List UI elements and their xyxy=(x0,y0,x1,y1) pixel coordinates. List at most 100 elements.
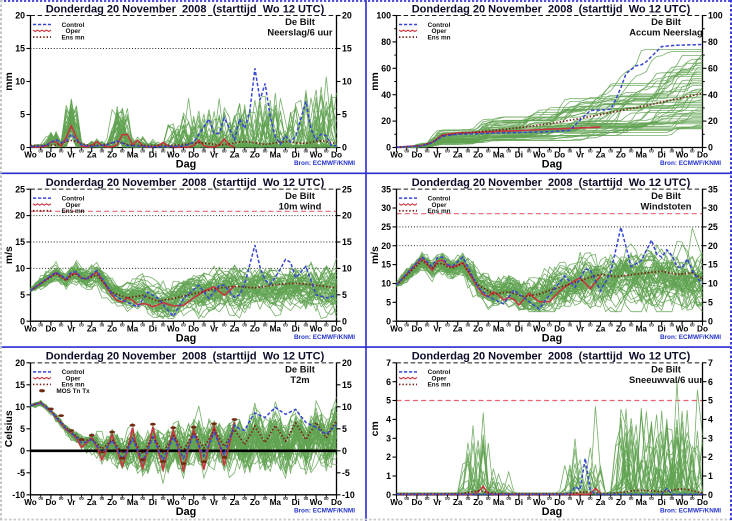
svg-text:Ma: Ma xyxy=(636,324,648,333)
svg-text:00: 00 xyxy=(100,496,105,501)
svg-text:00: 00 xyxy=(79,496,84,501)
svg-text:00: 00 xyxy=(690,322,695,327)
svg-text:15: 15 xyxy=(342,380,352,390)
svg-text:6: 6 xyxy=(708,377,713,387)
svg-text:De Bilt: De Bilt xyxy=(651,364,681,375)
svg-text:00: 00 xyxy=(404,322,409,327)
svg-text:m/s: m/s xyxy=(4,246,15,264)
svg-text:00: 00 xyxy=(263,496,268,501)
svg-text:25: 25 xyxy=(15,184,25,194)
svg-text:Di: Di xyxy=(515,324,523,333)
svg-text:00: 00 xyxy=(79,322,84,327)
svg-text:20: 20 xyxy=(342,11,352,21)
svg-text:Control: Control xyxy=(428,369,451,376)
svg-text:00: 00 xyxy=(283,322,288,327)
svg-text:00: 00 xyxy=(324,496,329,501)
svg-text:Zo: Zo xyxy=(473,324,483,333)
svg-text:00: 00 xyxy=(588,322,593,327)
svg-text:Do: Do xyxy=(188,324,199,333)
svg-text:00: 00 xyxy=(690,496,695,501)
svg-text:Do: Do xyxy=(554,498,565,507)
svg-text:00: 00 xyxy=(568,496,573,501)
svg-text:cm: cm xyxy=(370,421,381,436)
svg-text:0: 0 xyxy=(20,316,25,326)
svg-text:Za: Za xyxy=(87,324,97,333)
svg-text:Do: Do xyxy=(411,498,422,507)
svg-text:Vr: Vr xyxy=(210,324,219,333)
svg-text:Zo: Zo xyxy=(616,324,626,333)
svg-text:Wo: Wo xyxy=(310,498,323,507)
svg-text:15: 15 xyxy=(15,44,25,54)
svg-text:00: 00 xyxy=(202,496,207,501)
svg-text:Sneeuwval/6 uur: Sneeuwval/6 uur xyxy=(629,374,703,385)
svg-text:Za: Za xyxy=(596,498,606,507)
svg-text:Do: Do xyxy=(331,151,342,160)
svg-text:Wo: Wo xyxy=(167,324,180,333)
svg-text:4: 4 xyxy=(386,415,391,425)
svg-text:Vr: Vr xyxy=(67,498,76,507)
svg-text:m/s: m/s xyxy=(370,246,381,264)
svg-text:15: 15 xyxy=(708,260,718,270)
svg-text:10: 10 xyxy=(708,279,718,289)
svg-text:Bron: ECMWF/KNMI: Bron: ECMWF/KNMI xyxy=(294,334,355,341)
svg-text:0: 0 xyxy=(342,446,347,456)
svg-text:De Bilt: De Bilt xyxy=(285,16,315,27)
svg-text:20: 20 xyxy=(381,116,391,126)
svg-text:Wo: Wo xyxy=(390,324,403,333)
svg-text:00: 00 xyxy=(445,149,450,154)
svg-text:Vr: Vr xyxy=(210,498,219,507)
svg-text:Zo: Zo xyxy=(616,498,626,507)
svg-text:25: 25 xyxy=(381,222,391,232)
svg-text:Ma: Ma xyxy=(127,324,139,333)
svg-text:00: 00 xyxy=(181,496,186,501)
svg-text:00: 00 xyxy=(263,322,268,327)
svg-text:Do: Do xyxy=(331,324,342,333)
svg-text:00: 00 xyxy=(38,149,43,154)
svg-text:Di: Di xyxy=(658,151,666,160)
svg-text:Ens mn: Ens mn xyxy=(427,34,450,41)
svg-text:Za: Za xyxy=(230,324,240,333)
svg-text:15: 15 xyxy=(15,380,25,390)
svg-text:-10: -10 xyxy=(12,490,25,500)
svg-text:20: 20 xyxy=(15,11,25,21)
svg-text:60: 60 xyxy=(708,63,718,73)
svg-text:Za: Za xyxy=(230,498,240,507)
svg-text:00: 00 xyxy=(140,149,145,154)
svg-text:00: 00 xyxy=(181,149,186,154)
svg-text:00: 00 xyxy=(404,496,409,501)
svg-text:Donderdag 20 November 2008 (: Donderdag 20 November 2008 (starttijd Wo… xyxy=(46,351,325,363)
svg-text:Do: Do xyxy=(45,151,56,160)
svg-text:2: 2 xyxy=(386,452,391,462)
svg-text:10: 10 xyxy=(342,264,352,274)
svg-text:10: 10 xyxy=(381,279,391,289)
svg-text:5: 5 xyxy=(20,110,25,120)
svg-text:00: 00 xyxy=(588,149,593,154)
svg-text:Dag: Dag xyxy=(542,506,562,518)
svg-text:00: 00 xyxy=(547,322,552,327)
svg-text:Vr: Vr xyxy=(433,498,442,507)
svg-text:Ma: Ma xyxy=(127,151,139,160)
svg-text:15: 15 xyxy=(342,44,352,54)
svg-text:Di: Di xyxy=(292,324,300,333)
svg-text:5: 5 xyxy=(386,297,391,307)
svg-text:Vr: Vr xyxy=(576,498,585,507)
svg-text:mm: mm xyxy=(370,72,381,90)
svg-text:00: 00 xyxy=(161,322,166,327)
svg-text:00: 00 xyxy=(161,149,166,154)
svg-text:20: 20 xyxy=(342,211,352,221)
svg-text:Control: Control xyxy=(428,22,451,29)
svg-text:80: 80 xyxy=(708,37,718,47)
svg-text:00: 00 xyxy=(506,322,511,327)
svg-text:Dag: Dag xyxy=(176,332,196,344)
svg-text:Zo: Zo xyxy=(250,498,260,507)
svg-text:Di: Di xyxy=(658,498,666,507)
svg-text:00: 00 xyxy=(38,496,43,501)
svg-text:Do: Do xyxy=(697,151,708,160)
svg-text:3: 3 xyxy=(386,433,391,443)
svg-text:Dag: Dag xyxy=(176,159,196,171)
svg-text:Bron: ECMWF/KNMI: Bron: ECMWF/KNMI xyxy=(294,160,355,167)
svg-text:00: 00 xyxy=(324,322,329,327)
svg-text:5: 5 xyxy=(708,297,713,307)
svg-text:Di: Di xyxy=(149,324,157,333)
svg-text:00: 00 xyxy=(486,322,491,327)
